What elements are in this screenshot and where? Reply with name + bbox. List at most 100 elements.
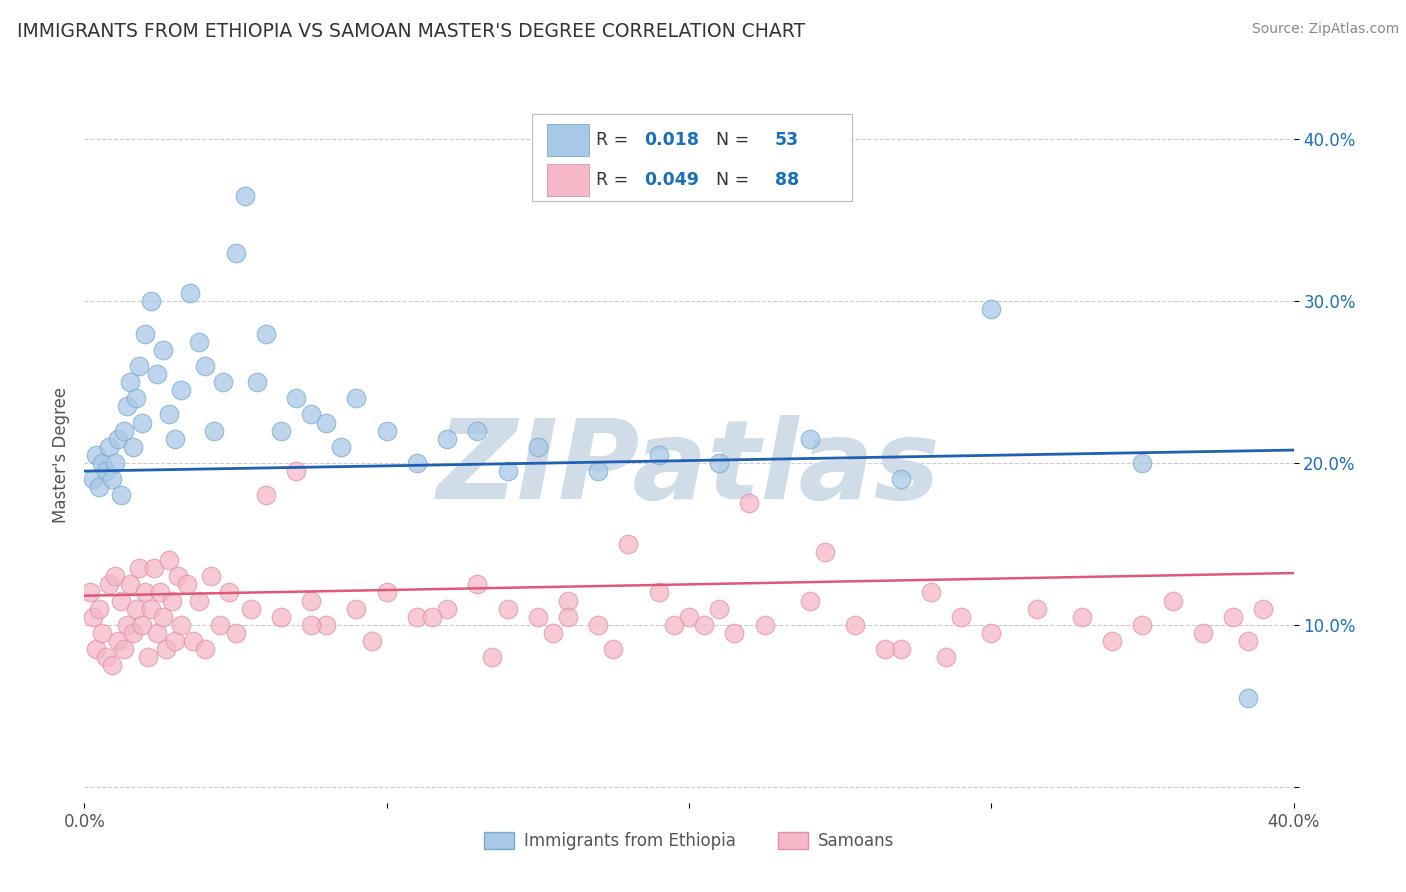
Point bbox=[844, 617, 866, 632]
Point bbox=[602, 642, 624, 657]
Legend: Immigrants from Ethiopia, Samoans: Immigrants from Ethiopia, Samoans bbox=[477, 826, 901, 857]
Point bbox=[157, 553, 180, 567]
Point bbox=[115, 617, 138, 632]
Point bbox=[980, 302, 1002, 317]
Point bbox=[136, 650, 159, 665]
Point bbox=[212, 375, 235, 389]
Point bbox=[149, 585, 172, 599]
Point bbox=[115, 400, 138, 414]
Text: 0.018: 0.018 bbox=[644, 131, 699, 149]
Point bbox=[194, 359, 217, 373]
Point bbox=[436, 432, 458, 446]
Text: 88: 88 bbox=[775, 171, 799, 189]
Point bbox=[299, 593, 322, 607]
Point bbox=[91, 456, 114, 470]
Point bbox=[723, 626, 745, 640]
Point bbox=[1132, 456, 1154, 470]
Point bbox=[131, 416, 153, 430]
Point bbox=[799, 432, 821, 446]
Point bbox=[152, 609, 174, 624]
Point bbox=[91, 626, 114, 640]
Point bbox=[202, 424, 225, 438]
Point bbox=[481, 650, 503, 665]
Point bbox=[179, 286, 201, 301]
Point bbox=[557, 609, 579, 624]
Point bbox=[225, 245, 247, 260]
Point bbox=[107, 432, 129, 446]
Point bbox=[188, 334, 211, 349]
Point bbox=[155, 642, 177, 657]
Point bbox=[134, 585, 156, 599]
Point bbox=[246, 375, 269, 389]
Point bbox=[693, 617, 716, 632]
Point bbox=[678, 609, 700, 624]
Point bbox=[890, 472, 912, 486]
Point bbox=[146, 367, 169, 381]
Point bbox=[299, 408, 322, 422]
Point bbox=[375, 424, 398, 438]
Point bbox=[588, 464, 610, 478]
Point bbox=[134, 326, 156, 341]
Point bbox=[254, 326, 277, 341]
Point bbox=[118, 375, 141, 389]
Point bbox=[100, 658, 122, 673]
Point bbox=[86, 448, 108, 462]
Point bbox=[131, 617, 153, 632]
Point bbox=[97, 577, 120, 591]
Point bbox=[920, 585, 942, 599]
Point bbox=[709, 456, 731, 470]
Point bbox=[86, 642, 108, 657]
Point bbox=[1237, 690, 1260, 705]
Point bbox=[142, 561, 165, 575]
Point bbox=[527, 440, 550, 454]
Point bbox=[139, 601, 162, 615]
Point bbox=[165, 634, 187, 648]
Point bbox=[496, 464, 519, 478]
Point bbox=[118, 577, 141, 591]
Point bbox=[738, 496, 761, 510]
Text: Source: ZipAtlas.com: Source: ZipAtlas.com bbox=[1251, 22, 1399, 37]
Point bbox=[82, 609, 104, 624]
Point bbox=[346, 601, 368, 615]
Point bbox=[890, 642, 912, 657]
Point bbox=[110, 488, 132, 502]
Point bbox=[406, 456, 429, 470]
Point bbox=[110, 593, 132, 607]
Point bbox=[1161, 593, 1184, 607]
Point bbox=[935, 650, 957, 665]
Point bbox=[315, 416, 337, 430]
Point bbox=[89, 601, 111, 615]
Text: N =: N = bbox=[704, 171, 755, 189]
Point bbox=[1132, 617, 1154, 632]
Point bbox=[662, 617, 685, 632]
Point bbox=[94, 464, 117, 478]
Point bbox=[375, 585, 398, 599]
Point bbox=[814, 545, 837, 559]
Point bbox=[218, 585, 240, 599]
Point bbox=[194, 642, 217, 657]
Point bbox=[128, 561, 150, 575]
Text: R =: R = bbox=[596, 131, 634, 149]
Point bbox=[980, 626, 1002, 640]
Point bbox=[112, 424, 135, 438]
Point bbox=[170, 617, 193, 632]
Point bbox=[1237, 634, 1260, 648]
FancyBboxPatch shape bbox=[547, 164, 589, 196]
Point bbox=[170, 383, 193, 397]
Point bbox=[200, 569, 222, 583]
Point bbox=[121, 440, 143, 454]
Point bbox=[152, 343, 174, 357]
Point bbox=[139, 294, 162, 309]
Point bbox=[299, 617, 322, 632]
Point bbox=[617, 537, 640, 551]
Point bbox=[165, 432, 187, 446]
Point bbox=[160, 593, 183, 607]
Text: IMMIGRANTS FROM ETHIOPIA VS SAMOAN MASTER'S DEGREE CORRELATION CHART: IMMIGRANTS FROM ETHIOPIA VS SAMOAN MASTE… bbox=[17, 22, 806, 41]
Point bbox=[94, 650, 117, 665]
Point bbox=[125, 392, 148, 406]
Point bbox=[467, 424, 489, 438]
Point bbox=[97, 440, 120, 454]
Point bbox=[176, 577, 198, 591]
Point bbox=[1222, 609, 1244, 624]
Point bbox=[100, 472, 122, 486]
